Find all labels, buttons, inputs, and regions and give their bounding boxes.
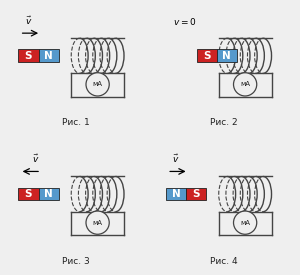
Circle shape — [233, 73, 257, 96]
Text: мА: мА — [93, 220, 103, 226]
Bar — [196, 50, 217, 62]
Text: N: N — [44, 51, 53, 61]
Bar — [38, 188, 58, 200]
Text: $\vec{v}$: $\vec{v}$ — [25, 15, 32, 27]
Bar — [186, 188, 206, 200]
Text: $v = 0$: $v = 0$ — [173, 16, 197, 27]
Text: Рис. 2: Рис. 2 — [210, 119, 238, 127]
Text: Рис. 1: Рис. 1 — [62, 119, 90, 127]
Circle shape — [233, 211, 257, 234]
Text: мА: мА — [93, 81, 103, 87]
Bar — [38, 50, 58, 62]
Text: N: N — [44, 189, 53, 199]
Bar — [18, 50, 38, 62]
Text: Рис. 3: Рис. 3 — [62, 257, 90, 266]
Text: S: S — [25, 51, 32, 61]
Text: мА: мА — [240, 81, 250, 87]
Text: N: N — [172, 189, 180, 199]
Bar — [166, 188, 186, 200]
Circle shape — [86, 73, 109, 96]
Text: мА: мА — [240, 220, 250, 226]
Text: Рис. 4: Рис. 4 — [210, 257, 238, 266]
Text: S: S — [192, 189, 200, 199]
Bar — [217, 50, 237, 62]
Text: S: S — [25, 189, 32, 199]
Text: $\vec{v}$: $\vec{v}$ — [32, 153, 40, 165]
Text: S: S — [203, 51, 210, 61]
Text: N: N — [222, 51, 231, 61]
Text: $\vec{v}$: $\vec{v}$ — [172, 153, 180, 165]
Circle shape — [86, 211, 109, 234]
Bar — [18, 188, 38, 200]
